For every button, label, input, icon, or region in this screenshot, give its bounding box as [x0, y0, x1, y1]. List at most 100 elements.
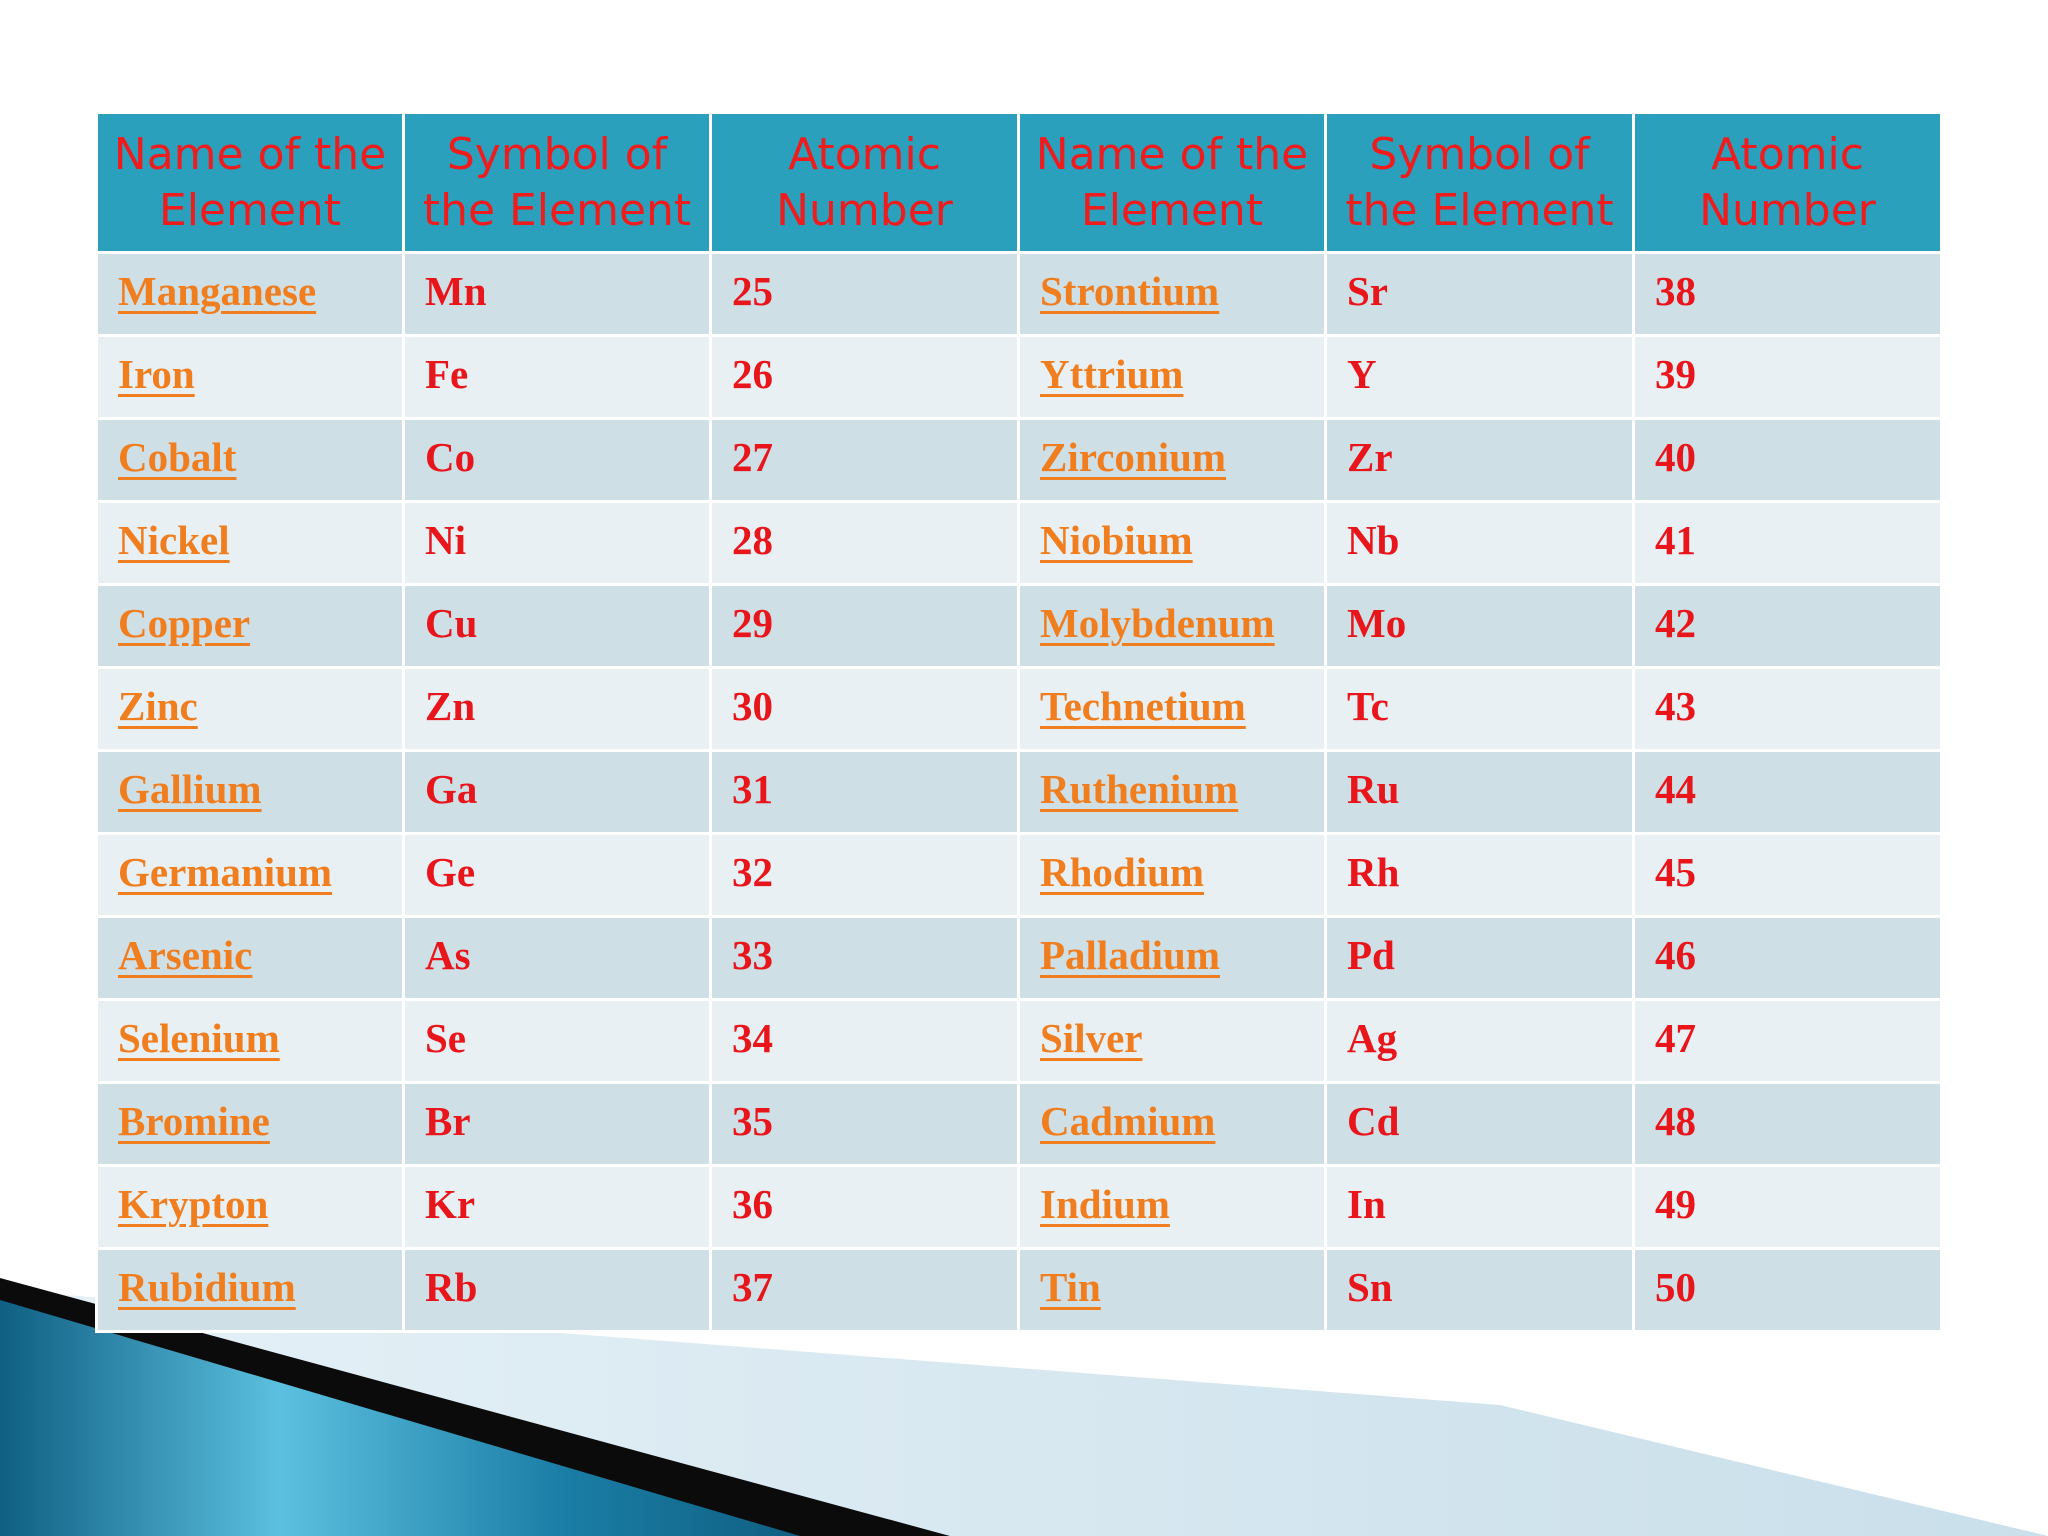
atomic-number: 38: [1632, 251, 1943, 337]
atomic-number: 37: [709, 1247, 1020, 1333]
element-link[interactable]: Gallium: [118, 766, 262, 812]
element-link[interactable]: Iron: [118, 351, 195, 397]
element-link[interactable]: Cadmium: [1040, 1098, 1216, 1144]
atomic-number: 28: [709, 500, 1020, 586]
element-link[interactable]: Manganese: [118, 268, 317, 314]
header-row: Name of the Element Symbol of the Elemen…: [95, 111, 1943, 254]
element-symbol: Cd: [1324, 1081, 1635, 1167]
element-symbol: Nb: [1324, 500, 1635, 586]
table-row: Copper Cu 29 Molybdenum Mo 42: [95, 583, 1943, 669]
header-name-left: Name of the Element: [95, 111, 405, 254]
table-row: Selenium Se 34 Silver Ag 47: [95, 998, 1943, 1084]
atomic-number: 27: [709, 417, 1020, 503]
table-row: Manganese Mn 25 Strontium Sr 38: [95, 251, 1943, 337]
element-symbol: Ge: [402, 832, 712, 918]
element-name-cell: Krypton: [95, 1164, 405, 1250]
header-atomic-number-right: Atomic Number: [1632, 111, 1943, 254]
element-name-cell: Bromine: [95, 1081, 405, 1167]
element-name-cell: Cobalt: [95, 417, 405, 503]
atomic-number: 45: [1632, 832, 1943, 918]
element-name-cell: Manganese: [95, 251, 405, 337]
element-link[interactable]: Technetium: [1040, 683, 1246, 729]
element-link[interactable]: Rubidium: [118, 1264, 296, 1310]
element-symbol: Ni: [402, 500, 712, 586]
element-name-cell: Silver: [1017, 998, 1327, 1084]
table-row: Zinc Zn 30 Technetium Tc 43: [95, 666, 1943, 752]
element-name-cell: Iron: [95, 334, 405, 420]
atomic-number: 35: [709, 1081, 1020, 1167]
element-name-cell: Selenium: [95, 998, 405, 1084]
element-symbol: Rh: [1324, 832, 1635, 918]
element-name-cell: Gallium: [95, 749, 405, 835]
element-name-cell: Rubidium: [95, 1247, 405, 1333]
element-name-cell: Copper: [95, 583, 405, 669]
element-name-cell: Cadmium: [1017, 1081, 1327, 1167]
element-symbol: Mo: [1324, 583, 1635, 669]
element-link[interactable]: Molybdenum: [1040, 600, 1275, 646]
atomic-number: 32: [709, 832, 1020, 918]
element-name-cell: Indium: [1017, 1164, 1327, 1250]
element-link[interactable]: Palladium: [1040, 932, 1220, 978]
atomic-number: 33: [709, 915, 1020, 1001]
element-name-cell: Zinc: [95, 666, 405, 752]
element-link[interactable]: Nickel: [118, 517, 230, 563]
element-link[interactable]: Yttrium: [1040, 351, 1184, 397]
element-name-cell: Tin: [1017, 1247, 1327, 1333]
element-symbol: As: [402, 915, 712, 1001]
element-link[interactable]: Cobalt: [118, 434, 237, 480]
element-symbol: Ga: [402, 749, 712, 835]
element-symbol: Ag: [1324, 998, 1635, 1084]
atomic-number: 46: [1632, 915, 1943, 1001]
atomic-number: 41: [1632, 500, 1943, 586]
header-symbol-right: Symbol of the Element: [1324, 111, 1635, 254]
element-name-cell: Rhodium: [1017, 832, 1327, 918]
element-symbol: Se: [402, 998, 712, 1084]
elements-table: Name of the Element Symbol of the Elemen…: [95, 111, 1943, 1333]
element-name-cell: Niobium: [1017, 500, 1327, 586]
element-link[interactable]: Rhodium: [1040, 849, 1205, 895]
element-symbol: Co: [402, 417, 712, 503]
table-row: Cobalt Co 27 Zirconium Zr 40: [95, 417, 1943, 503]
element-symbol: Zr: [1324, 417, 1635, 503]
atomic-number: 29: [709, 583, 1020, 669]
element-link[interactable]: Silver: [1040, 1015, 1143, 1061]
element-symbol: Br: [402, 1081, 712, 1167]
atomic-number: 42: [1632, 583, 1943, 669]
atomic-number: 31: [709, 749, 1020, 835]
atomic-number: 36: [709, 1164, 1020, 1250]
table-row: Krypton Kr 36 Indium In 49: [95, 1164, 1943, 1250]
element-name-cell: Technetium: [1017, 666, 1327, 752]
element-link[interactable]: Selenium: [118, 1015, 280, 1061]
table-row: Rubidium Rb 37 Tin Sn 50: [95, 1247, 1943, 1333]
table-row: Gallium Ga 31 Ruthenium Ru 44: [95, 749, 1943, 835]
element-link[interactable]: Niobium: [1040, 517, 1193, 563]
element-link[interactable]: Copper: [118, 600, 251, 646]
element-link[interactable]: Ruthenium: [1040, 766, 1239, 812]
element-symbol: Kr: [402, 1164, 712, 1250]
atomic-number: 25: [709, 251, 1020, 337]
element-link[interactable]: Zinc: [118, 683, 198, 729]
element-link[interactable]: Bromine: [118, 1098, 270, 1144]
table-row: Germanium Ge 32 Rhodium Rh 45: [95, 832, 1943, 918]
element-link[interactable]: Arsenic: [118, 932, 253, 978]
element-symbol: Sr: [1324, 251, 1635, 337]
element-link[interactable]: Tin: [1040, 1264, 1101, 1310]
atomic-number: 44: [1632, 749, 1943, 835]
table-row: Bromine Br 35 Cadmium Cd 48: [95, 1081, 1943, 1167]
atomic-number: 40: [1632, 417, 1943, 503]
element-link[interactable]: Germanium: [118, 849, 333, 895]
table-row: Nickel Ni 28 Niobium Nb 41: [95, 500, 1943, 586]
atomic-number: 50: [1632, 1247, 1943, 1333]
atomic-number: 48: [1632, 1081, 1943, 1167]
element-symbol: Tc: [1324, 666, 1635, 752]
element-link[interactable]: Strontium: [1040, 268, 1220, 314]
atomic-number: 43: [1632, 666, 1943, 752]
table-row: Iron Fe 26 Yttrium Y 39: [95, 334, 1943, 420]
element-link[interactable]: Indium: [1040, 1181, 1170, 1227]
element-name-cell: Arsenic: [95, 915, 405, 1001]
element-name-cell: Yttrium: [1017, 334, 1327, 420]
element-link[interactable]: Krypton: [118, 1181, 269, 1227]
element-link[interactable]: Zirconium: [1040, 434, 1227, 480]
element-name-cell: Strontium: [1017, 251, 1327, 337]
element-symbol: Pd: [1324, 915, 1635, 1001]
